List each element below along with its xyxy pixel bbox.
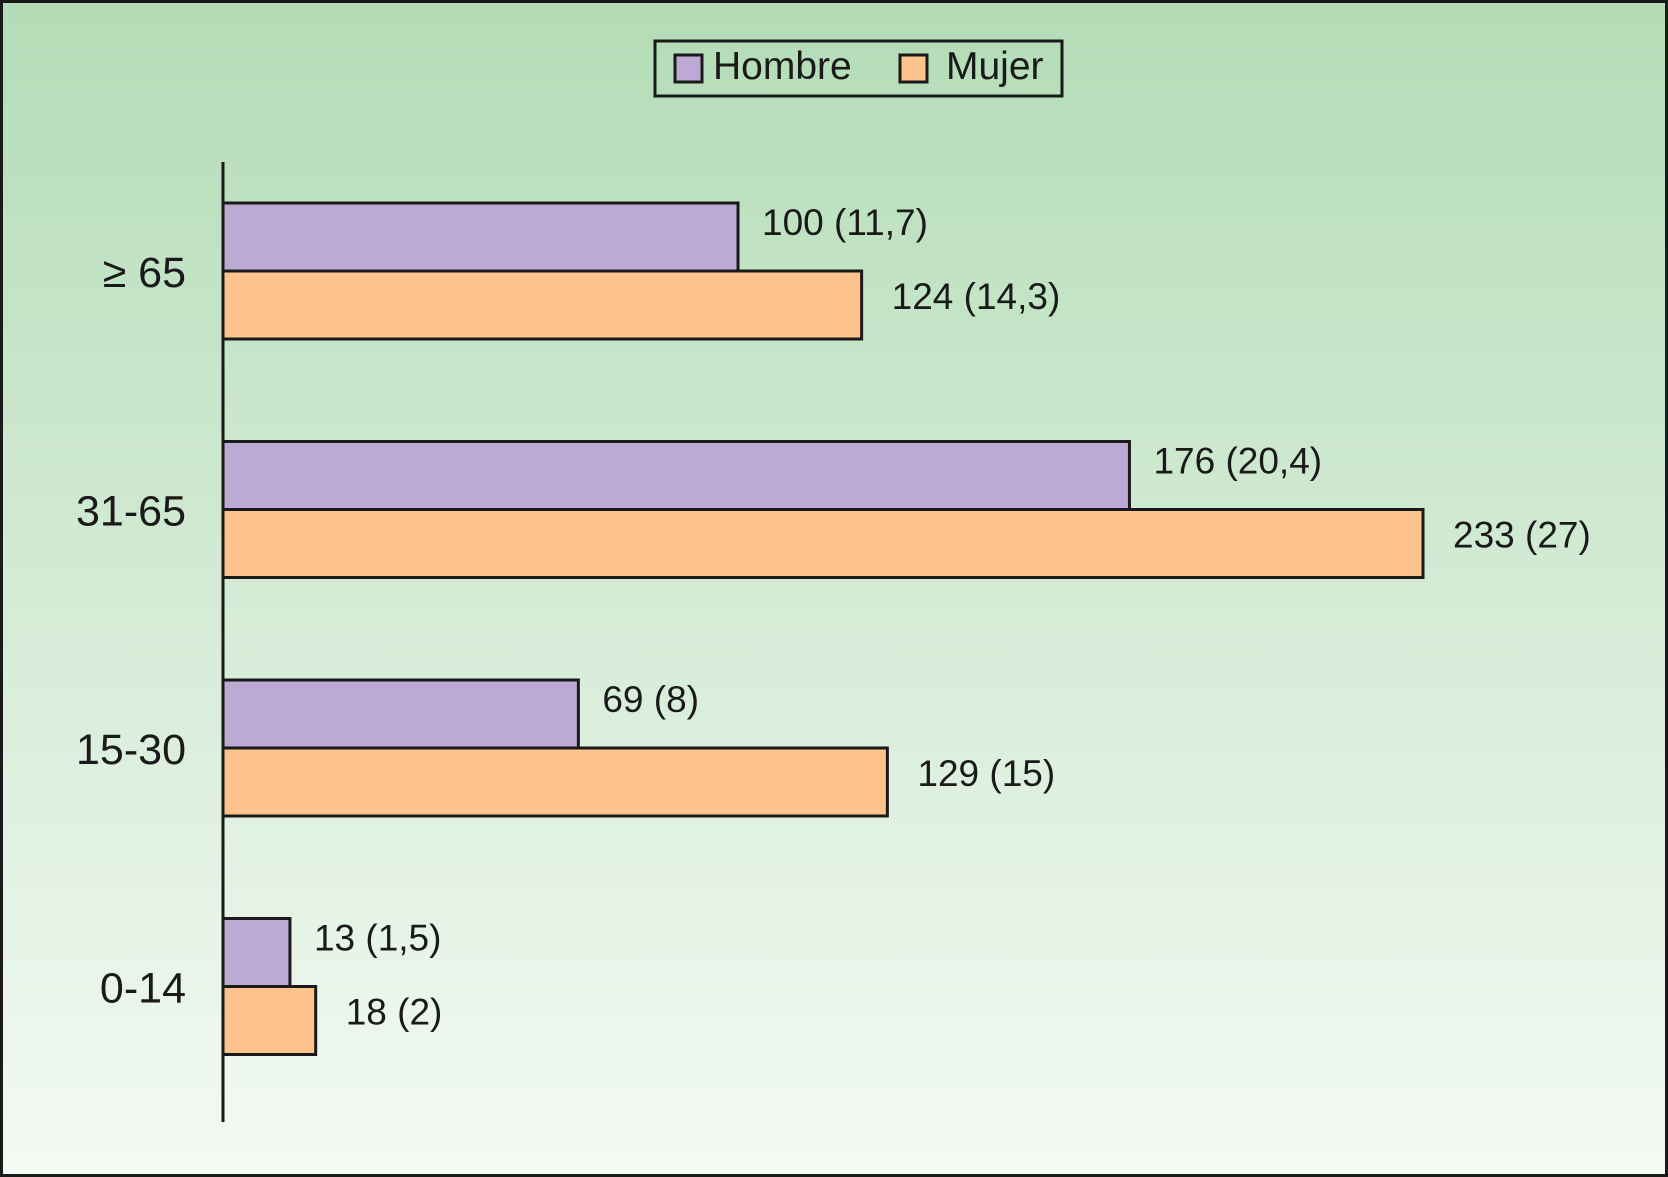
data-label: 176 (20,4) xyxy=(1153,441,1322,482)
y-tick-label: 0-14 xyxy=(100,965,186,1013)
legend-swatch-hombre xyxy=(673,53,704,84)
legend-label-mujer: Mujer xyxy=(946,45,1044,88)
bar-mujer-31-65 xyxy=(221,508,1425,579)
data-label: 100 (11,7) xyxy=(762,202,928,243)
bar-hombre-65 xyxy=(221,201,740,273)
bar-mujer-0-14 xyxy=(221,985,318,1056)
data-label: 233 (27) xyxy=(1453,515,1591,556)
data-label: 129 (15) xyxy=(917,753,1055,794)
data-label: 18 (2) xyxy=(346,992,443,1033)
bar-mujer-15-30 xyxy=(221,746,889,818)
bar-hombre-15-30 xyxy=(221,678,580,750)
bar-hombre-31-65 xyxy=(221,440,1131,511)
bar-hombre-0-14 xyxy=(221,917,292,988)
data-label: 13 (1,5) xyxy=(314,918,442,959)
y-tick-label: ≥ 65 xyxy=(103,249,186,297)
legend-label-hombre: Hombre xyxy=(713,45,852,88)
legend-box xyxy=(653,39,1064,98)
y-tick-label: 15-30 xyxy=(76,726,186,774)
data-label: 69 (8) xyxy=(602,679,699,720)
data-label: 124 (14,3) xyxy=(892,276,1061,317)
bar-mujer-65 xyxy=(221,269,864,341)
y-tick-label: 31-65 xyxy=(76,488,186,536)
legend-swatch-mujer xyxy=(898,53,929,84)
legend: Hombre Mujer xyxy=(653,39,1064,98)
plot-area: ≥ 65 100 (11,7) 124 (14,3) 31-65 176 (20,4) 2… xyxy=(76,201,1591,1056)
